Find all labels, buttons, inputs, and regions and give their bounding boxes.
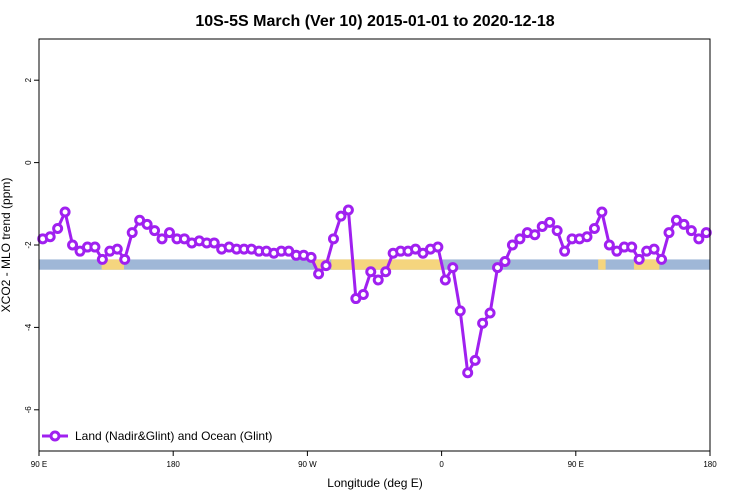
data-point [156,233,168,245]
chart-title: 10S-5S March (Ver 10) 2015-01-01 to 2020… [195,13,554,30]
x-tick-label: 0 [439,460,444,469]
data-point [454,305,466,317]
data-point [149,225,161,237]
data-point [327,233,339,245]
y-tick-label: -2 [24,241,33,249]
data-point [581,231,593,243]
x-tick-label: 180 [703,460,717,469]
data-point [313,268,325,280]
data-point [551,225,563,237]
legend-marker-swatch [49,430,61,442]
data-point [499,255,511,267]
legend: Land (Nadir&Glint) and Ocean (Glint) [42,429,272,443]
data-point [305,251,317,263]
data-point [484,307,496,319]
y-axis-label: XCO2 - MLO trend (ppm) [0,178,13,313]
data-point [506,239,518,251]
data-point [663,227,675,239]
series-line [42,208,708,375]
data-point [67,239,79,251]
data-point [447,262,459,274]
data-point [514,233,526,245]
x-axis-label: Longitude (deg E) [327,476,422,490]
data-point [380,266,392,278]
data-point [372,274,384,286]
data-point [59,206,71,218]
data-point [700,227,712,239]
data-point [342,204,354,216]
data-point [648,243,660,255]
y-axis: 2 0 -2 -4 -6 [24,77,39,413]
x-axis: 90 E 180 90 W 0 90 E 180 [31,451,717,469]
data-point [89,241,101,253]
data-point [357,288,369,300]
data-point [469,354,481,366]
data-point [492,262,504,274]
data-point [603,239,615,251]
data-point [693,233,705,245]
land-segment [598,259,606,270]
data-point [432,241,444,253]
data-point [208,237,220,249]
data-point [626,241,638,253]
y-tick-label: 2 [24,77,33,82]
data-point [439,274,451,286]
data-point [96,253,108,265]
data-point [141,218,153,230]
x-tick-label: 90 E [568,460,584,469]
data-point [163,227,175,239]
data-point [477,317,489,329]
data-point [320,260,332,272]
data-point [111,243,123,255]
data-point [126,227,138,239]
y-tick-label: -6 [24,406,33,414]
data-point [365,266,377,278]
x-tick-label: 180 [167,460,181,469]
data-point [335,210,347,222]
land-segment [101,259,124,270]
y-tick-label: 0 [24,160,33,165]
land-segment [633,259,660,270]
data-point [633,253,645,265]
data-point [685,225,697,237]
data-point [52,223,64,235]
data-point [462,367,474,379]
data-point [596,206,608,218]
y-tick-label: -4 [24,323,33,331]
plot-area [37,204,712,379]
land-segment [331,259,442,270]
x-tick-label: 90 W [298,460,317,469]
data-point [529,229,541,241]
data-point [44,231,56,243]
x-tick-label: 90 E [31,460,47,469]
data-point [656,253,668,265]
data-point [119,253,131,265]
data-point [588,223,600,235]
data-point [544,216,556,228]
data-point [678,218,690,230]
legend-entry-label: Land (Nadir&Glint) and Ocean (Glint) [75,429,272,443]
data-point [559,245,571,257]
